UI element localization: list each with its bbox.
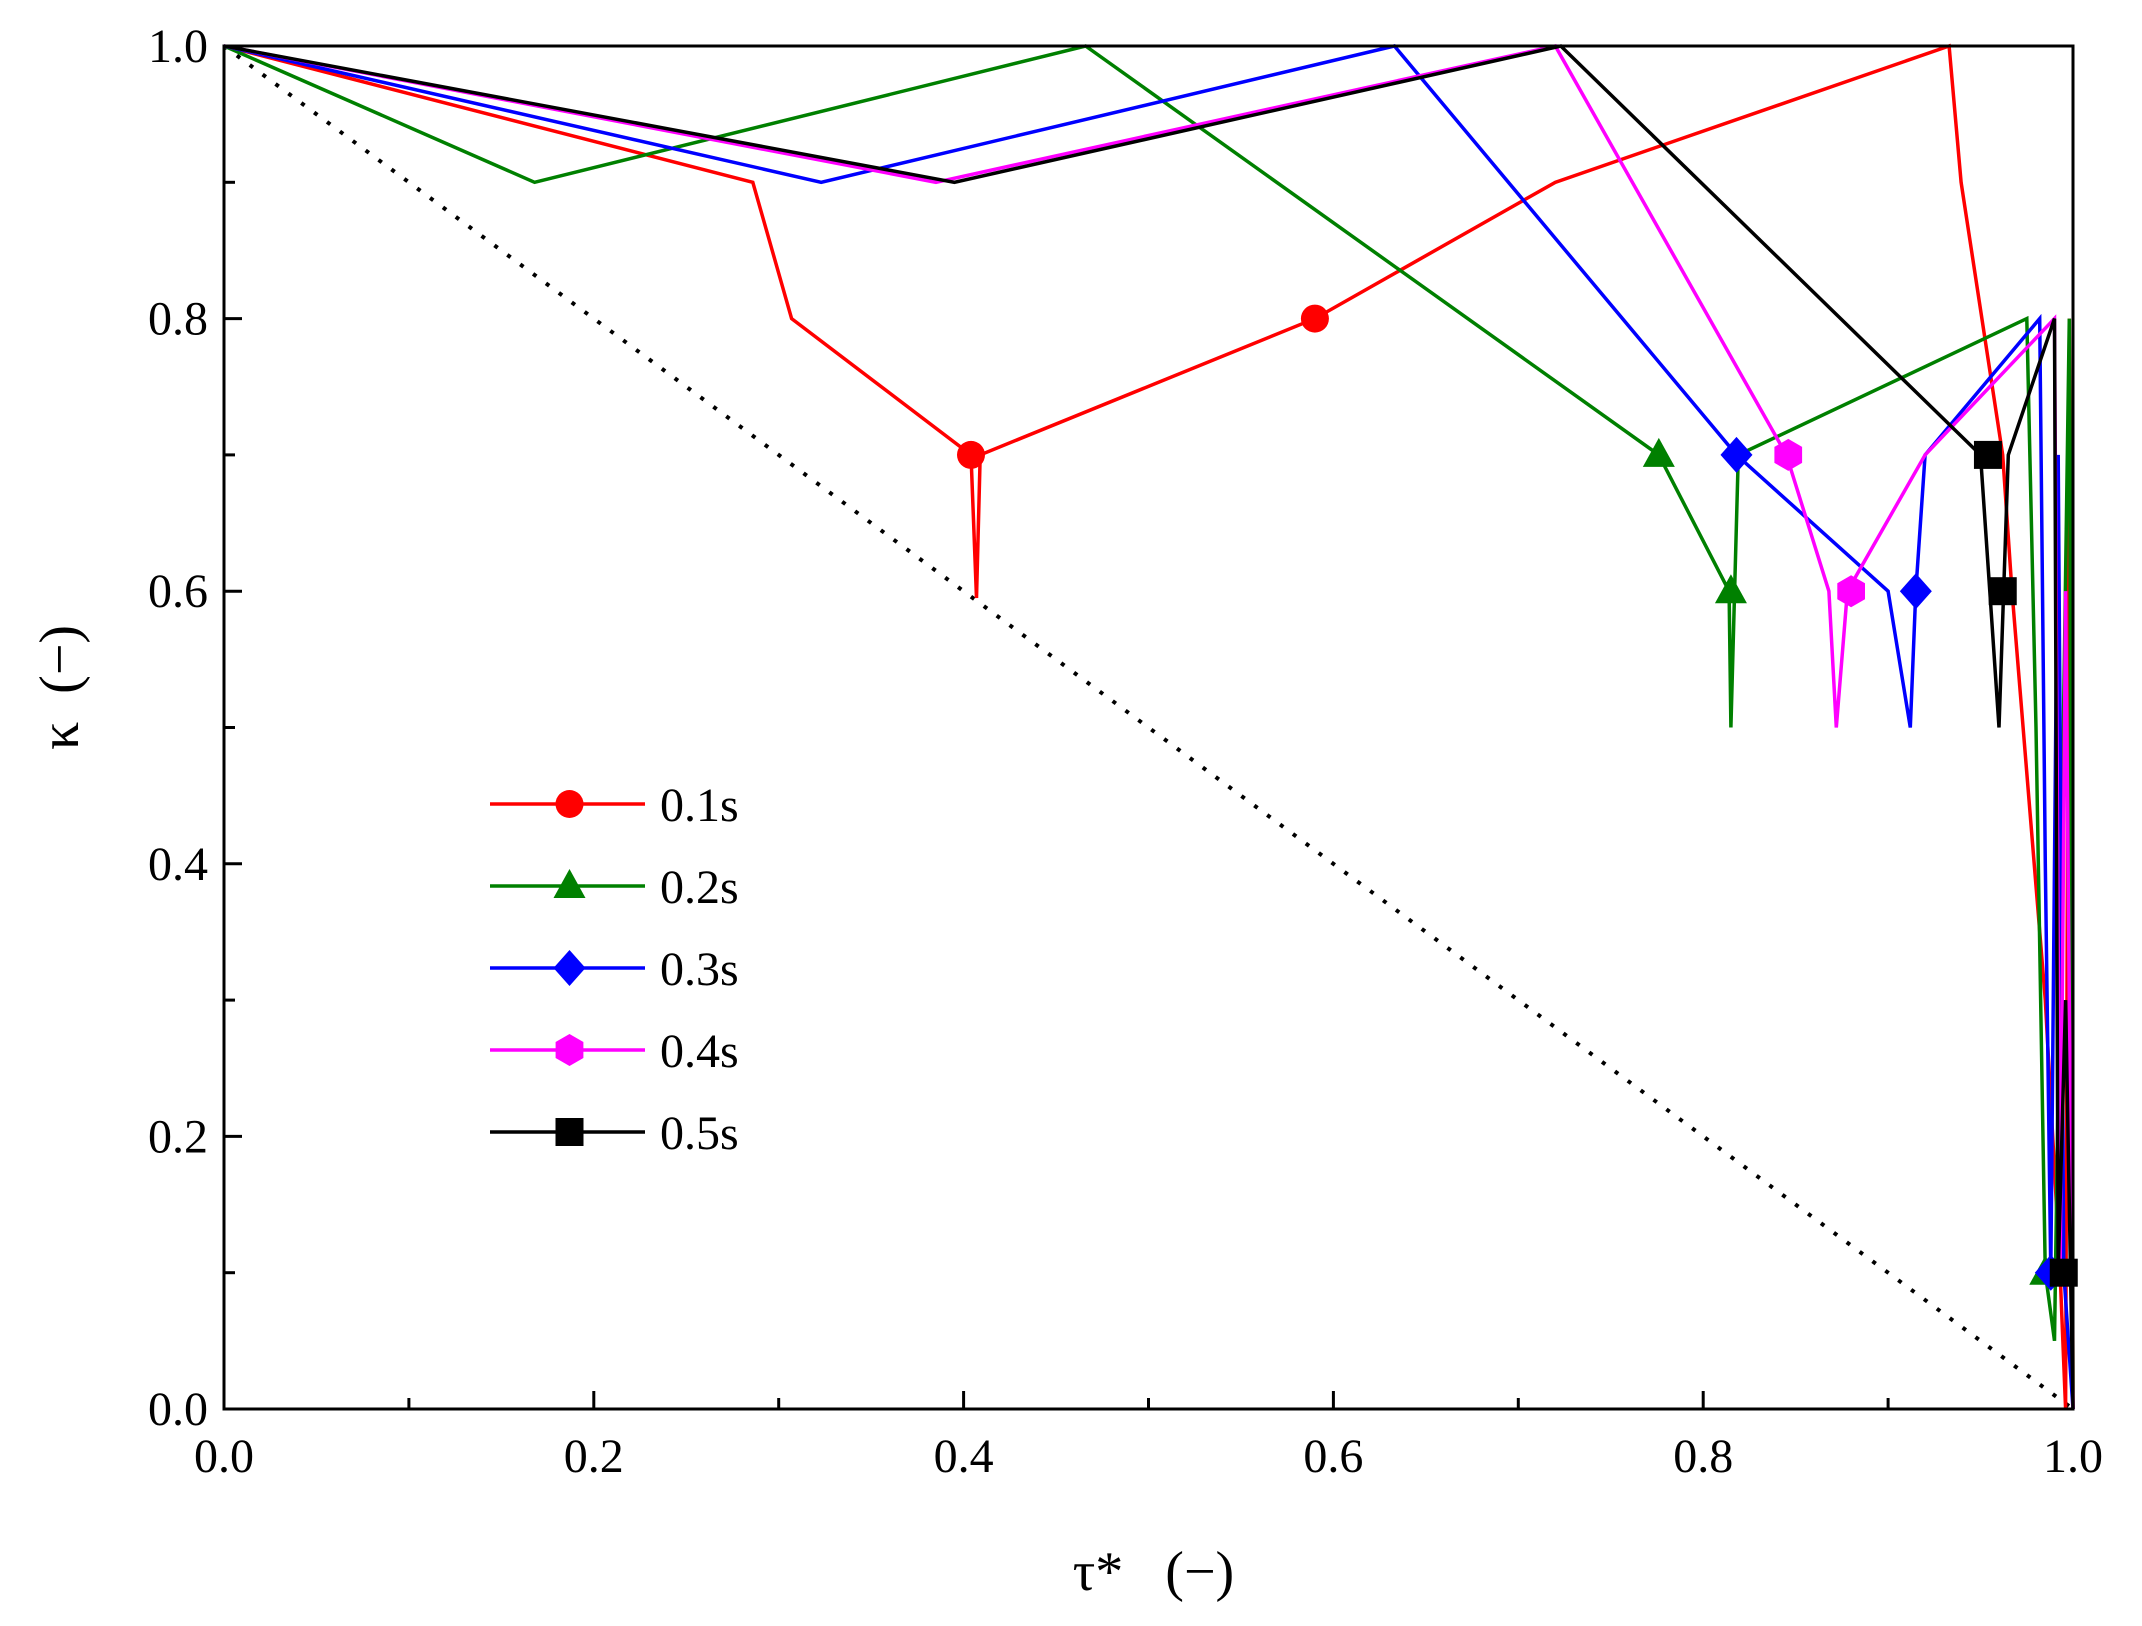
data-point-0-1s xyxy=(956,440,985,469)
x-tick-label: 0.4 xyxy=(934,1430,994,1483)
y-tick-label: 0.4 xyxy=(148,838,208,891)
x-tick-label: 0.2 xyxy=(564,1430,624,1483)
legend-marker-0-3s xyxy=(553,950,586,986)
y-axis-label: κ (−) xyxy=(29,625,91,750)
series-line-0-5s xyxy=(224,44,2075,1410)
x-tick-label: 0.6 xyxy=(1303,1430,1363,1483)
tick-layer: 0.0 0.2 0.4 0.6 0.8 1.0 0.0 0.2 0.4 0.6 0.8 1.0 xyxy=(148,20,2103,1483)
legend-label-0-3s: 0.3s xyxy=(660,943,739,996)
y-tick-label: 0.8 xyxy=(148,293,208,346)
legend-marker-0-1s xyxy=(555,790,584,818)
x-tick-label: 1.0 xyxy=(2043,1430,2103,1483)
data-point-0-3s xyxy=(1720,436,1753,473)
data-point-0-5s xyxy=(1973,440,2002,469)
data-point-0-4s xyxy=(1774,438,1803,471)
data-point-0-2s xyxy=(1714,574,1747,604)
y-tick-label: 0.0 xyxy=(148,1383,208,1436)
reference-line-diagonal xyxy=(222,44,2075,1411)
x-tick-label: 0.0 xyxy=(194,1430,254,1483)
x-tick-label: 0.8 xyxy=(1673,1430,1733,1483)
y-tick-label: 0.6 xyxy=(148,565,208,618)
series-line-0-1s xyxy=(224,43,2075,1410)
data-point-0-5s xyxy=(1988,577,2017,606)
legend-marker-0-2s xyxy=(553,869,586,898)
legend-label-0-2s: 0.2s xyxy=(660,861,739,914)
y-tick-label: 0.2 xyxy=(148,1110,208,1163)
reference-layer xyxy=(222,44,2075,1411)
legend: 0.1s 0.2s 0.3s 0.4s 0.5s xyxy=(490,779,739,1160)
y-tick-label: 1.0 xyxy=(148,20,208,73)
data-point-0-2s xyxy=(1642,437,1675,467)
legend-label-0-1s: 0.1s xyxy=(660,779,739,832)
legend-label-0-4s: 0.4s xyxy=(660,1025,739,1078)
data-point-0-1s xyxy=(1300,304,1329,333)
marker-layer xyxy=(956,304,2078,1291)
x-axis-label: τ* (−) xyxy=(1073,1541,1234,1603)
legend-label-0-5s: 0.5s xyxy=(660,1107,739,1160)
data-point-0-3s xyxy=(1899,573,1932,610)
legend-marker-0-4s xyxy=(555,1034,584,1066)
data-point-0-4s xyxy=(1837,575,1865,608)
legend-marker-0-5s xyxy=(555,1118,584,1146)
